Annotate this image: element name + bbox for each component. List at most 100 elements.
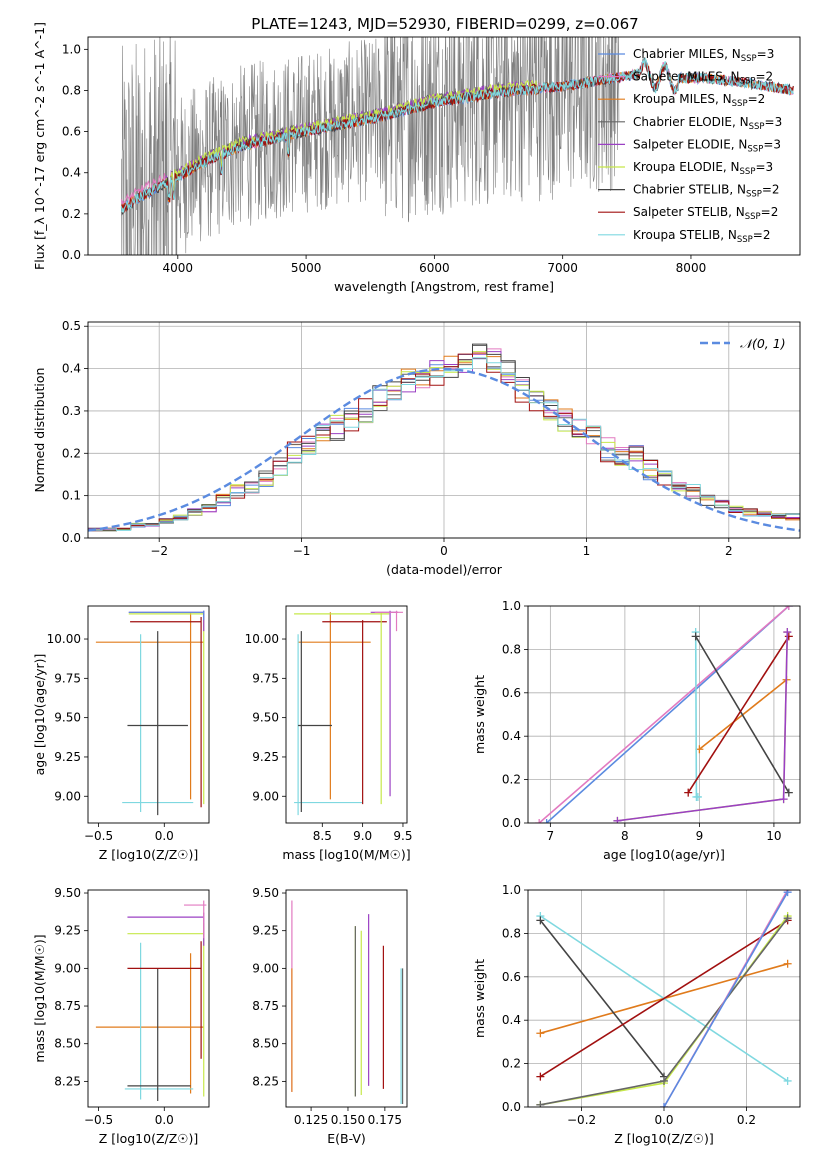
marker-salpeter_miles bbox=[784, 606, 793, 610]
y-tick-label: 1.0 bbox=[502, 883, 521, 897]
x-tick-label: −0.5 bbox=[84, 1113, 113, 1127]
x-tick-label: 1 bbox=[583, 544, 591, 558]
legend-label-chabrier_elodie: Chabrier ELODIE, NSSP=3 bbox=[633, 115, 782, 132]
marker-salpeter_elodie bbox=[779, 795, 788, 804]
axes-mass_vs_ebv: 0.125 0.150 0.175 8.25 8.50 8.75 9.00 9.25 9.50 E… bbox=[252, 886, 408, 1146]
legend-label-kroupa_stelib: Kroupa STELIB, NSSP=2 bbox=[633, 228, 771, 245]
x-tick-label: −0.2 bbox=[567, 1113, 596, 1127]
y-tick-label: 9.00 bbox=[54, 789, 81, 803]
legend-label-chabrier_stelib: Chabrier STELIB, NSSP=2 bbox=[633, 183, 780, 200]
axes-massweight_vs_Z: −0.2 0.0 0.2 0.0 0.2 0.4 0.6 0.8 1.0 Z [log10(Z/Z… bbox=[472, 883, 801, 1146]
marker-chabrier_miles bbox=[660, 1103, 668, 1107]
model-spectrum-kroupa_elodie bbox=[164, 79, 538, 200]
plot-area bbox=[95, 900, 207, 1101]
line-salpeter_miles bbox=[538, 606, 790, 823]
y-tick-label: 0.6 bbox=[62, 125, 81, 139]
x-tick-label: 0.0 bbox=[155, 829, 174, 843]
x-tick-label: 4000 bbox=[163, 261, 194, 275]
x-tick-label: 7000 bbox=[547, 261, 578, 275]
x-tick-label: 9.0 bbox=[353, 829, 372, 843]
x-tick-label: 0.0 bbox=[654, 1113, 673, 1127]
marker-salpeter_stelib bbox=[784, 632, 793, 641]
line-chabrier_miles bbox=[546, 606, 790, 823]
x-tick-label: 7 bbox=[547, 829, 555, 843]
legend-label-kroupa_miles: Kroupa MILES, NSSP=2 bbox=[633, 92, 765, 109]
x-axis-label: age [log10(age/yr)] bbox=[603, 847, 725, 862]
marker-chabrier_elodie bbox=[783, 914, 792, 923]
marker-salpeter_elodie bbox=[613, 816, 622, 823]
line-kroupa_stelib bbox=[694, 631, 698, 798]
x-axis-label: E(B-V) bbox=[327, 1131, 366, 1146]
line-salpeter_elodie bbox=[617, 631, 789, 822]
plot-area bbox=[294, 610, 403, 816]
marker-salpeter_elodie bbox=[783, 628, 792, 637]
y-tick-label: 9.50 bbox=[54, 711, 81, 725]
x-tick-label: 6000 bbox=[419, 261, 450, 275]
y-tick-label: 8.25 bbox=[54, 1074, 81, 1088]
x-tick-label: 8000 bbox=[676, 261, 707, 275]
plot-area bbox=[95, 610, 205, 816]
y-tick-label: 9.50 bbox=[252, 711, 279, 725]
histogram-salpeter_elodie bbox=[88, 351, 800, 531]
y-tick-label: 0.2 bbox=[502, 1057, 521, 1071]
y-tick-label: 0.4 bbox=[62, 362, 81, 376]
y-tick-label: 9.00 bbox=[252, 789, 279, 803]
x-axis-label: mass [log10(M/M☉)] bbox=[282, 847, 410, 862]
x-tick-label: 8.5 bbox=[313, 829, 332, 843]
y-tick-label: 0.0 bbox=[62, 248, 81, 262]
model-spectrum-kroupa_stelib bbox=[120, 57, 794, 213]
line-salpeter_stelib bbox=[687, 635, 790, 794]
line-chabrier_stelib bbox=[539, 919, 665, 1078]
y-tick-label: 0.0 bbox=[502, 816, 521, 830]
axes-age_vs_mass: 8.5 9.0 9.5 9.00 9.25 9.50 9.75 10.00 mass [log1… bbox=[245, 605, 413, 862]
y-tick-label: 9.00 bbox=[54, 961, 81, 975]
legend-label-salpeter_elodie: Salpeter ELODIE, NSSP=3 bbox=[633, 137, 781, 154]
spectrum-legend: Chabrier MILES, NSSP=3 Salpeter MILES, NS… bbox=[598, 47, 782, 245]
axes-mass_vs_Z: −0.5 0.0 8.25 8.50 8.75 9.00 9.25 9.50 Z [log10(… bbox=[32, 886, 210, 1146]
axes-age_vs_Z: −0.5 0.0 9.00 9.25 9.50 9.75 10.00 Z [log10(Z/Z… bbox=[32, 605, 210, 862]
x-tick-label: 10 bbox=[766, 829, 781, 843]
x-axis-label: Z [log10(Z/Z☉)] bbox=[614, 1131, 714, 1146]
y-tick-label: 0.1 bbox=[62, 489, 81, 503]
x-axis-label: Z [log10(Z/Z☉)] bbox=[99, 1131, 199, 1146]
plot-area bbox=[88, 343, 800, 532]
y-tick-label: 8.25 bbox=[252, 1074, 279, 1088]
y-axis-label: Normed distribution bbox=[32, 368, 47, 493]
marker-chabrier_stelib bbox=[691, 632, 700, 641]
gaussian-curve bbox=[88, 367, 800, 532]
line-salpeter_stelib bbox=[539, 919, 789, 1078]
axes-residuals: −2 −1 0 1 2 0.0 0.1 0.2 0.3 0.4 0.5 (data-model)/er… bbox=[32, 319, 801, 577]
x-tick-label: 0.175 bbox=[368, 1113, 402, 1127]
y-tick-label: 9.50 bbox=[54, 886, 81, 900]
y-tick-label: 0.0 bbox=[502, 1100, 521, 1114]
y-tick-label: 9.00 bbox=[252, 961, 279, 975]
x-tick-label: −1 bbox=[293, 544, 311, 558]
y-tick-label: 1.0 bbox=[502, 599, 521, 613]
x-axis-label: (data-model)/error bbox=[386, 562, 503, 577]
x-tick-label: 0.125 bbox=[294, 1113, 328, 1127]
y-tick-label: 0.2 bbox=[502, 773, 521, 787]
legend-label-chabrier_miles: Chabrier MILES, NSSP=3 bbox=[633, 47, 774, 64]
x-tick-label: 0 bbox=[440, 544, 448, 558]
y-tick-label: 0.4 bbox=[502, 1013, 521, 1027]
axes-frame bbox=[285, 889, 408, 1108]
legend-label-salpeter_miles: Salpeter MILES, NSSP=2 bbox=[633, 70, 773, 87]
marker-chabrier_miles bbox=[783, 890, 792, 897]
x-axis-label: wavelength [Angstrom, rest frame] bbox=[334, 279, 554, 294]
plot-area bbox=[535, 606, 793, 823]
marker-chabrier_stelib bbox=[784, 788, 793, 797]
marker-chabrier_elodie bbox=[536, 1100, 545, 1107]
y-tick-label: 10.00 bbox=[245, 632, 279, 646]
y-tick-label: 0.6 bbox=[502, 686, 521, 700]
axes-frame bbox=[87, 605, 210, 824]
y-tick-label: 8.50 bbox=[252, 1037, 279, 1051]
y-tick-label: 9.25 bbox=[54, 750, 81, 764]
y-tick-label: 9.75 bbox=[54, 671, 81, 685]
axes-frame bbox=[527, 889, 801, 1108]
y-tick-label: 0.2 bbox=[62, 207, 81, 221]
x-tick-label: 2 bbox=[725, 544, 733, 558]
y-tick-label: 8.75 bbox=[54, 999, 81, 1013]
x-tick-label: 0.2 bbox=[737, 1113, 756, 1127]
